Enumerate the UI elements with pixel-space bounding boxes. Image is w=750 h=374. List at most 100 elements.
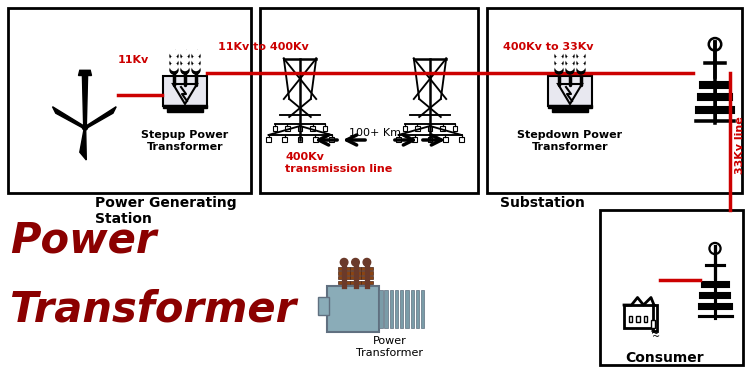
Circle shape bbox=[556, 56, 562, 64]
Text: 11Kv to 400Kv: 11Kv to 400Kv bbox=[218, 42, 309, 52]
Bar bbox=[416, 290, 419, 328]
Circle shape bbox=[170, 66, 178, 74]
Text: Power Generating
Station: Power Generating Station bbox=[95, 196, 237, 226]
Bar bbox=[427, 126, 432, 131]
Bar bbox=[698, 304, 731, 309]
Bar bbox=[405, 290, 409, 328]
Polygon shape bbox=[82, 76, 88, 128]
Bar bbox=[310, 126, 315, 131]
Circle shape bbox=[566, 52, 574, 60]
Bar bbox=[266, 137, 271, 142]
Bar bbox=[298, 137, 302, 142]
Text: 100+ Km: 100+ Km bbox=[349, 128, 401, 138]
Circle shape bbox=[566, 59, 574, 67]
Circle shape bbox=[82, 125, 88, 130]
Polygon shape bbox=[80, 128, 86, 160]
Bar bbox=[329, 137, 334, 142]
Bar bbox=[323, 126, 328, 131]
Bar bbox=[644, 316, 647, 322]
Text: ~: ~ bbox=[652, 331, 660, 341]
Text: Power: Power bbox=[10, 219, 156, 261]
Bar bbox=[327, 286, 380, 332]
Text: ~: ~ bbox=[651, 329, 659, 339]
Bar bbox=[362, 267, 373, 270]
Bar bbox=[350, 271, 361, 275]
Circle shape bbox=[170, 59, 178, 67]
Bar bbox=[628, 316, 632, 322]
Circle shape bbox=[566, 64, 574, 71]
Circle shape bbox=[578, 49, 584, 56]
Circle shape bbox=[193, 49, 200, 56]
Circle shape bbox=[352, 258, 359, 266]
Bar bbox=[459, 137, 464, 142]
Bar bbox=[700, 82, 730, 88]
Bar bbox=[350, 267, 361, 270]
Circle shape bbox=[566, 49, 574, 56]
Bar bbox=[260, 8, 478, 193]
Circle shape bbox=[193, 56, 200, 64]
Circle shape bbox=[556, 64, 562, 71]
Bar bbox=[548, 76, 592, 106]
Text: Consumer: Consumer bbox=[625, 351, 704, 365]
Bar bbox=[395, 290, 398, 328]
Text: Transformer: Transformer bbox=[10, 289, 296, 331]
Bar bbox=[698, 95, 732, 100]
Circle shape bbox=[182, 64, 188, 71]
Bar bbox=[283, 137, 287, 142]
Polygon shape bbox=[79, 70, 92, 76]
Circle shape bbox=[556, 49, 562, 56]
Bar bbox=[8, 8, 251, 193]
Bar bbox=[338, 281, 350, 284]
Bar bbox=[652, 305, 657, 331]
Bar bbox=[636, 316, 640, 322]
Bar bbox=[298, 126, 302, 131]
Bar bbox=[338, 271, 350, 275]
Bar bbox=[362, 271, 373, 275]
Text: 33Kv line: 33Kv line bbox=[735, 116, 745, 174]
Bar bbox=[313, 137, 317, 142]
Bar bbox=[362, 276, 373, 279]
Circle shape bbox=[192, 66, 200, 74]
Bar bbox=[285, 126, 290, 131]
Bar bbox=[338, 276, 350, 279]
Circle shape bbox=[578, 56, 584, 64]
Bar bbox=[548, 105, 592, 108]
Circle shape bbox=[182, 49, 188, 56]
Bar bbox=[651, 320, 655, 328]
Circle shape bbox=[555, 52, 563, 60]
Bar bbox=[163, 76, 207, 106]
Circle shape bbox=[709, 242, 721, 254]
Circle shape bbox=[181, 52, 189, 60]
Circle shape bbox=[181, 66, 189, 74]
Bar bbox=[413, 137, 417, 142]
Bar bbox=[167, 108, 203, 112]
Bar bbox=[440, 126, 445, 131]
Bar bbox=[400, 290, 404, 328]
Text: Substation: Substation bbox=[500, 196, 585, 210]
Bar bbox=[350, 276, 361, 279]
Circle shape bbox=[170, 49, 178, 56]
Bar bbox=[487, 8, 742, 193]
Circle shape bbox=[363, 258, 370, 266]
Bar bbox=[403, 126, 407, 131]
Circle shape bbox=[170, 56, 178, 64]
Text: ~: ~ bbox=[650, 327, 658, 337]
Circle shape bbox=[192, 59, 200, 67]
Circle shape bbox=[711, 245, 718, 252]
Text: 400Kv
transmission line: 400Kv transmission line bbox=[285, 152, 392, 174]
Bar bbox=[443, 137, 448, 142]
Bar bbox=[390, 290, 393, 328]
Bar bbox=[362, 281, 373, 284]
Bar bbox=[385, 290, 388, 328]
Bar bbox=[410, 290, 414, 328]
Bar bbox=[350, 281, 361, 284]
Bar bbox=[396, 137, 400, 142]
Text: 400Kv to 33Kv: 400Kv to 33Kv bbox=[503, 42, 593, 52]
Bar bbox=[338, 267, 350, 270]
Bar bbox=[380, 290, 382, 328]
Bar bbox=[700, 293, 730, 298]
Circle shape bbox=[192, 52, 200, 60]
Bar bbox=[600, 210, 743, 365]
Bar bbox=[701, 282, 728, 287]
Circle shape bbox=[711, 40, 719, 49]
